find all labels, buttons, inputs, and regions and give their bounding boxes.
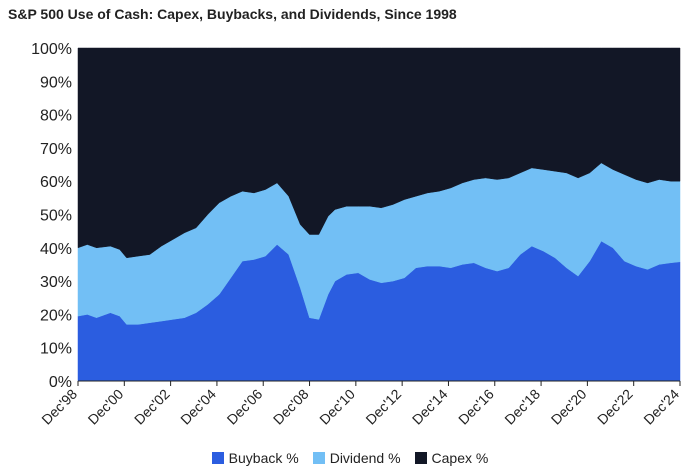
x-tick-label: Dec'10	[316, 386, 358, 428]
legend-label: Capex %	[431, 450, 489, 466]
y-tick-label: 70%	[40, 141, 72, 158]
y-tick-label: 80%	[40, 108, 72, 125]
x-tick-label: Dec'98	[38, 386, 80, 428]
y-tick-label: 60%	[40, 174, 72, 191]
y-axis: 0% 10% 20% 30% 40% 50% 60% 70% 80% 90% 100%	[31, 41, 72, 391]
y-tick-label: 40%	[40, 241, 72, 258]
x-axis: Dec'98 Dec'00 Dec'02 Dec'04 Dec'06 Dec'08 Dec'…	[38, 380, 682, 428]
x-tick-label: Dec'12	[362, 386, 404, 428]
legend-item-capex: Capex %	[414, 450, 489, 466]
y-tick-label: 10%	[40, 341, 72, 358]
chart-title: S&P 500 Use of Cash: Capex, Buybacks, an…	[8, 6, 457, 22]
legend-swatch	[211, 452, 224, 464]
x-tick-label: Dec'02	[131, 386, 173, 428]
area-capex	[77, 47, 681, 259]
y-tick-label: 30%	[40, 274, 72, 291]
y-tick-label: 100%	[31, 41, 72, 58]
x-tick-label: Dec'08	[270, 386, 312, 428]
x-tick-label: Dec'16	[455, 386, 497, 428]
areas-layer	[77, 47, 681, 382]
x-tick-label: Dec'04	[177, 386, 219, 428]
legend-swatch	[414, 452, 427, 464]
y-tick-label: 50%	[40, 208, 72, 225]
x-tick-label: Dec'14	[409, 386, 451, 428]
x-tick-label: Dec'00	[85, 386, 127, 428]
x-tick-label: Dec'06	[224, 386, 266, 428]
legend-item-dividend: Dividend %	[312, 450, 401, 466]
legend: Buyback % Dividend % Capex %	[0, 450, 700, 467]
legend-label: Dividend %	[329, 450, 401, 466]
y-tick-label: 0%	[49, 374, 72, 391]
x-tick-label: Dec'24	[640, 386, 682, 428]
y-tick-label: 90%	[40, 74, 72, 91]
x-tick-label: Dec'20	[548, 386, 590, 428]
x-tick-label: Dec'18	[501, 386, 543, 428]
y-tick-label: 20%	[40, 307, 72, 324]
legend-swatch	[312, 452, 325, 464]
x-tick-label: Dec'22	[594, 386, 636, 428]
legend-item-buyback: Buyback %	[211, 450, 299, 466]
legend-label: Buyback %	[228, 450, 299, 466]
